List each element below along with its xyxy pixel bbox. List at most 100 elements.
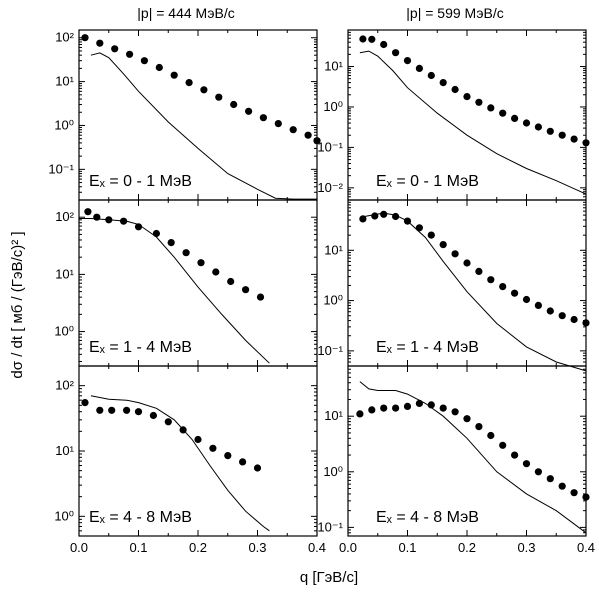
y-tick-label: 10² — [55, 209, 74, 224]
data-point — [209, 444, 217, 452]
y-tick-label: 10² — [55, 378, 74, 393]
data-point — [197, 259, 205, 267]
panel-1: 10⁻¹ 10⁰ 10¹ 10² Eₓ = 0 - 1 МэВ — [48, 29, 321, 201]
data-point — [487, 104, 495, 112]
data-point — [111, 45, 119, 53]
data-point — [510, 289, 519, 297]
data-point — [259, 114, 267, 122]
panel-annotation: Eₓ = 1 - 4 МэВ — [376, 339, 479, 356]
y-tick-label: 10⁻¹ — [317, 519, 343, 534]
y-tick-label: 10¹ — [324, 59, 343, 74]
data-point — [403, 57, 412, 65]
data-point — [81, 34, 89, 42]
data-point — [510, 451, 519, 459]
data-point — [81, 399, 89, 407]
y-tick-label: 10⁰ — [54, 324, 74, 339]
data-point — [546, 475, 554, 483]
data-point — [463, 415, 471, 423]
y-tick-label: 10⁻² — [317, 180, 343, 195]
data-point — [439, 79, 447, 87]
x-tick-label: 0.4 — [577, 540, 595, 555]
data-point — [96, 406, 104, 414]
column-title-right: |p| = 599 МэВ/с — [406, 5, 503, 21]
y-axis-label: dσ / dt [ мб / (ГэВ/с)² ] — [9, 231, 26, 378]
data-point — [380, 404, 388, 412]
data-point — [392, 404, 400, 412]
data-point — [155, 63, 163, 72]
data-point — [570, 489, 578, 497]
x-tick-label: 0.3 — [517, 540, 535, 555]
data-point — [570, 135, 578, 143]
data-point — [84, 208, 92, 216]
data-point — [167, 239, 175, 247]
data-point — [558, 312, 566, 320]
data-point — [368, 406, 376, 414]
data-point — [152, 229, 160, 238]
y-tick-label: 10⁻¹ — [317, 139, 343, 154]
panel-5: 0.0 0.1 0.2 0.3 0.4 10⁰ 10¹ 10² Eₓ = 4 - 8 МэВ — [54, 365, 326, 555]
data-point — [224, 452, 232, 460]
data-point — [304, 131, 312, 139]
theory-curve — [90, 395, 270, 532]
data-point — [439, 241, 447, 249]
data-point — [245, 107, 253, 115]
data-point — [463, 93, 471, 101]
data-point — [239, 458, 247, 466]
data-point — [570, 315, 578, 324]
data-point — [242, 286, 250, 294]
theory-curve — [79, 218, 270, 364]
data-point — [182, 249, 190, 257]
y-tick-label: 10² — [55, 30, 74, 45]
x-tick-label: 0.4 — [308, 540, 326, 555]
data-point — [230, 100, 238, 109]
data-point — [451, 85, 459, 94]
panel-annotation: Eₓ = 4 - 8 МэВ — [89, 509, 192, 526]
data-point — [227, 277, 235, 286]
x-tick-label: 0.2 — [189, 540, 207, 555]
data-point — [534, 123, 543, 131]
data-point — [289, 126, 297, 134]
data-point — [253, 464, 262, 472]
data-point — [368, 35, 376, 43]
panel-annotation: Eₓ = 0 - 1 МэВ — [376, 173, 479, 190]
data-point — [356, 410, 364, 418]
y-tick-label: 10⁻¹ — [317, 343, 343, 358]
x-axis-label: q [ГэВ/с] — [300, 569, 358, 586]
panel-annotation: Eₓ = 0 - 1 МэВ — [89, 173, 192, 190]
data-point — [558, 482, 566, 490]
data-point — [499, 283, 507, 291]
data-point — [546, 307, 554, 315]
x-tick-label: 0.1 — [398, 540, 416, 555]
data-point — [499, 441, 507, 449]
data-point — [256, 293, 265, 301]
data-point — [380, 210, 388, 218]
y-tick-label: 10¹ — [55, 443, 74, 458]
y-tick-label: 10⁻¹ — [48, 161, 74, 176]
panel-4: 10⁻¹ 10⁰ 10¹ Eₓ = 1 - 4 МэВ — [317, 199, 590, 372]
data-point — [274, 120, 282, 128]
data-point — [487, 431, 495, 440]
y-tick-label: 10⁰ — [323, 99, 343, 114]
data-point — [149, 411, 157, 420]
data-point — [140, 57, 148, 65]
data-point — [415, 64, 423, 72]
data-point — [212, 268, 220, 276]
data-point — [415, 399, 423, 407]
x-tick-label: 0.0 — [339, 540, 357, 555]
data-point — [522, 119, 531, 127]
data-point — [582, 319, 590, 327]
data-point — [170, 71, 178, 79]
y-tick-label: 10¹ — [324, 408, 343, 423]
data-point — [96, 39, 104, 47]
data-point — [439, 404, 447, 412]
y-tick-label: 10⁰ — [54, 117, 74, 132]
data-point — [582, 139, 590, 147]
y-tick-label: 10⁰ — [323, 464, 343, 479]
data-point — [451, 408, 459, 416]
data-point — [313, 137, 321, 145]
data-point — [194, 435, 202, 444]
data-point — [200, 86, 208, 94]
data-point — [392, 49, 400, 57]
data-point — [558, 131, 566, 139]
